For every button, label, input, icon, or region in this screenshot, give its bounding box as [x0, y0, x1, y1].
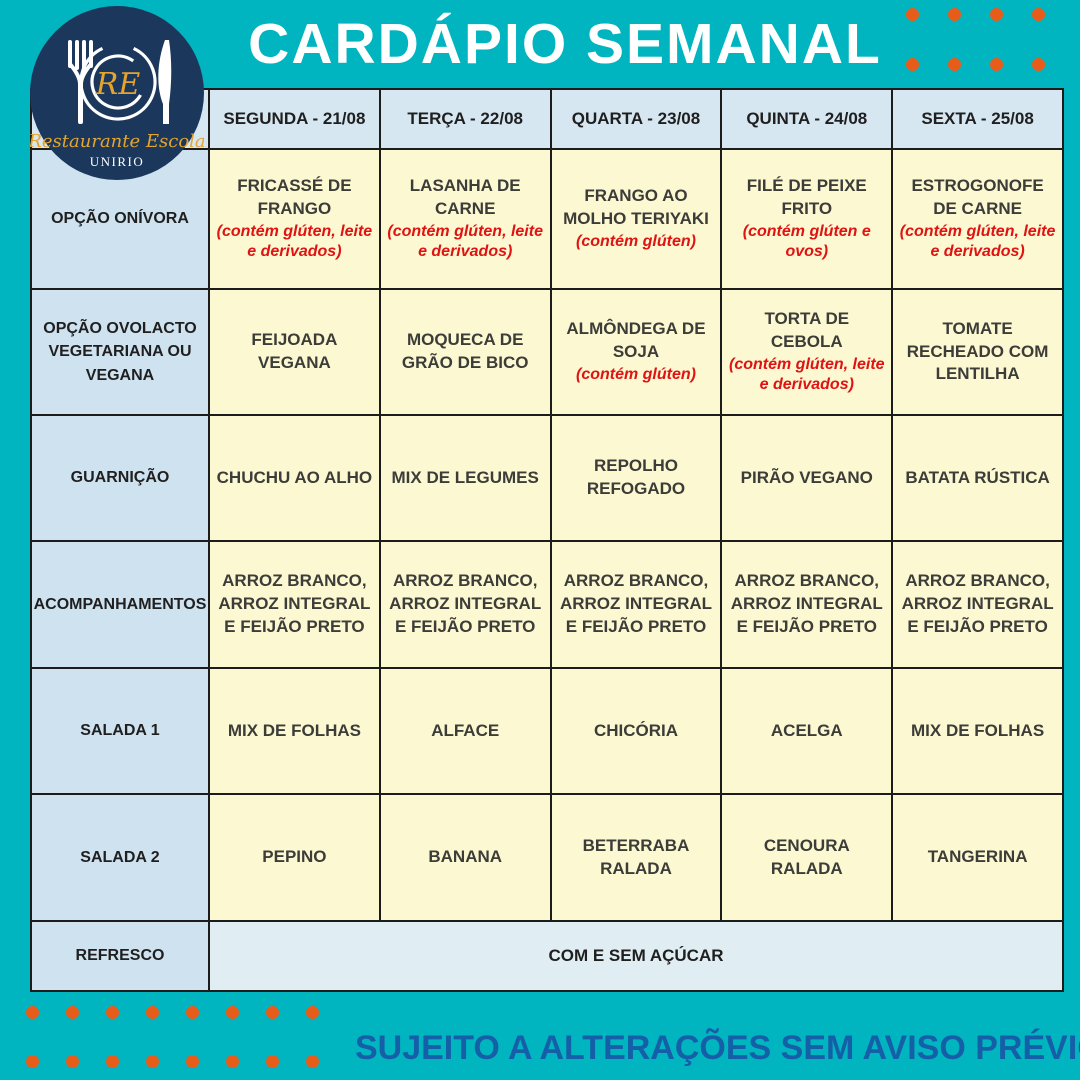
menu-cell: ESTROGONOFE DE CARNE (contém glúten, lei…: [893, 150, 1064, 290]
page-title: CARDÁPIO SEMANAL: [248, 12, 882, 76]
menu-cell: ARROZ BRANCO, ARROZ INTEGRAL E FEIJÃO PR…: [722, 542, 894, 669]
menu-cell: CENOURA RALADA: [722, 795, 894, 922]
menu-cell: ALMÔNDEGA DE SOJA (contém glúten): [551, 290, 723, 416]
menu-cell: PIRÃO VEGANO: [722, 416, 894, 542]
menu-cell: ARROZ BRANCO, ARROZ INTEGRAL E FEIJÃO PR…: [380, 542, 552, 669]
knife-icon: [158, 40, 172, 124]
day-header-terca: TERÇA - 22/08: [380, 90, 552, 150]
row-label-salada-1: SALADA 1: [32, 669, 210, 795]
menu-cell: FRANGO AO MOLHO TERIYAKI (contém glúten): [551, 150, 723, 290]
menu-cell: BETERRABA RALADA: [551, 795, 723, 922]
allergen-note: (contém glúten): [575, 366, 696, 384]
dot-icon: [106, 1006, 119, 1019]
dot-icon: [186, 1055, 199, 1068]
dot-icon: [306, 1006, 319, 1019]
logo-initials: RE: [95, 67, 141, 102]
footer-notice: SUJEITO A ALTERAÇÕES SEM AVISO PRÉVIO!: [354, 1028, 1080, 1067]
menu-cell: TANGERINA: [893, 795, 1064, 922]
menu-cell: MIX DE FOLHAS: [893, 669, 1064, 795]
menu-cell: REPOLHO REFOGADO: [551, 416, 723, 542]
dot-icon: [906, 8, 919, 21]
menu-cell: CHICÓRIA: [551, 669, 723, 795]
menu-cell: CHUCHU AO ALHO: [210, 416, 381, 542]
menu-cell: MIX DE LEGUMES: [380, 416, 552, 542]
menu-cell: ARROZ BRANCO, ARROZ INTEGRAL E FEIJÃO PR…: [210, 542, 381, 669]
menu-cell: ACELGA: [722, 669, 894, 795]
menu-cell: TORTA DE CEBOLA (contém glúten, leite e …: [722, 290, 894, 416]
allergen-note: (contém glúten e ovos): [742, 222, 871, 261]
menu-cell: BATATA RÚSTICA: [893, 416, 1064, 542]
dot-icon: [266, 1055, 279, 1068]
dot-icon: [906, 58, 919, 71]
row-label-refresco: REFRESCO: [32, 922, 210, 992]
dot-icon: [66, 1055, 79, 1068]
dot-icon: [146, 1006, 159, 1019]
dot-icon: [1032, 8, 1045, 21]
dot-icon: [26, 1006, 39, 1019]
dot-icon: [106, 1055, 119, 1068]
menu-cell: TOMATE RECHEADO COM LENTILHA: [893, 290, 1064, 416]
menu-cell: BANANA: [380, 795, 552, 922]
row-label-opcao-ovolacto: OPÇÃO OVOLACTO VEGETARIANA OU VEGANA: [32, 290, 210, 416]
row-label-acompanhamentos: ACOMPANHAMENTOS: [32, 542, 210, 669]
menu-cell: MOQUECA DE GRÃO DE BICO: [380, 290, 552, 416]
menu-cell: FILÉ DE PEIXE FRITO (contém glúten e ovo…: [722, 150, 894, 290]
menu-cell: ALFACE: [380, 669, 552, 795]
dot-icon: [66, 1006, 79, 1019]
dot-icon: [226, 1055, 239, 1068]
day-header-segunda: SEGUNDA - 21/08: [210, 90, 381, 150]
refresco-merged-cell: COM E SEM AÇÚCAR: [210, 922, 1064, 992]
dot-icon: [186, 1006, 199, 1019]
day-header-quarta: QUARTA - 23/08: [551, 90, 723, 150]
dot-icon: [948, 8, 961, 21]
dot-icon: [990, 58, 1003, 71]
dot-icon: [948, 58, 961, 71]
row-label-guarnicao: GUARNIÇÃO: [32, 416, 210, 542]
dots-decoration-bottom-left: [26, 1006, 319, 1068]
day-header-quinta: QUINTA - 24/08: [722, 90, 894, 150]
menu-cell: PEPINO: [210, 795, 381, 922]
menu-cell: ARROZ BRANCO, ARROZ INTEGRAL E FEIJÃO PR…: [893, 542, 1064, 669]
restaurant-logo: RE Restaurante Escola UNIRIO: [27, 6, 206, 180]
dot-icon: [266, 1006, 279, 1019]
allergen-note: (contém glúten): [575, 233, 696, 251]
weekly-menu-table: SEGUNDA - 21/08 TERÇA - 22/08 QUARTA - 2…: [30, 88, 1064, 992]
dots-decoration-top-right: [906, 8, 1045, 71]
menu-cell: MIX DE FOLHAS: [210, 669, 381, 795]
logo-circle: [30, 6, 204, 180]
menu-cell: FRICASSÉ DE FRANGO (contém glúten, leite…: [210, 150, 381, 290]
logo-org: UNIRIO: [90, 154, 145, 169]
allergen-note: (contém glúten, leite e derivados): [729, 355, 885, 394]
row-label-salada-2: SALADA 2: [32, 795, 210, 922]
dot-icon: [146, 1055, 159, 1068]
dot-icon: [306, 1055, 319, 1068]
dot-icon: [26, 1055, 39, 1068]
allergen-note: (contém glúten, leite e derivados): [387, 222, 543, 261]
menu-cell: ARROZ BRANCO, ARROZ INTEGRAL E FEIJÃO PR…: [551, 542, 723, 669]
dot-icon: [990, 8, 1003, 21]
plate-icon: [79, 43, 157, 121]
dot-icon: [1032, 58, 1045, 71]
allergen-note: (contém glúten, leite e derivados): [899, 222, 1056, 261]
logo-name: Restaurante Escola: [30, 131, 204, 152]
menu-cell: LASANHA DE CARNE (contém glúten, leite e…: [380, 150, 552, 290]
day-header-sexta: SEXTA - 25/08: [893, 90, 1064, 150]
allergen-note: (contém glúten, leite e derivados): [216, 222, 373, 261]
menu-cell: FEIJOADA VEGANA: [210, 290, 381, 416]
restaurant-logo-badge: RE Restaurante Escola UNIRIO: [27, 6, 206, 180]
dot-icon: [226, 1006, 239, 1019]
